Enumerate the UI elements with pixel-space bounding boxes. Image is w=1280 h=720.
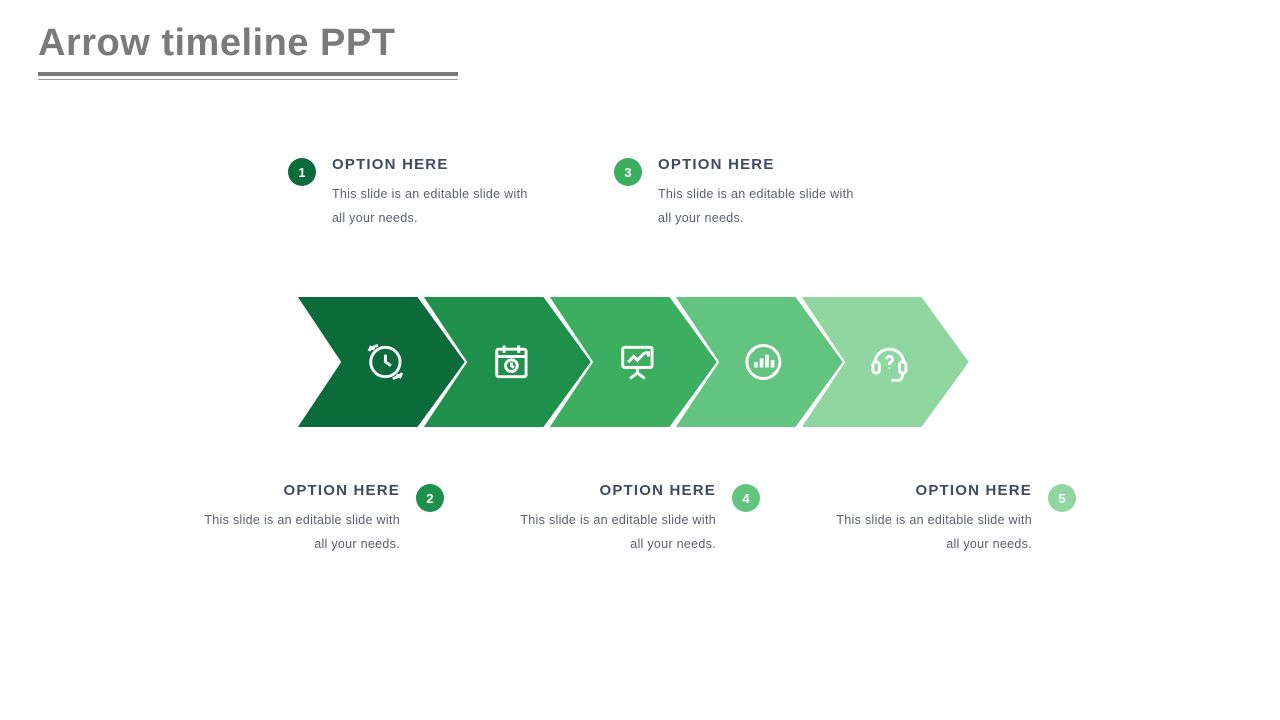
headset-question-icon <box>867 340 911 384</box>
option-badge-4: 4 <box>732 484 760 512</box>
option-badge-5: 5 <box>1048 484 1076 512</box>
presentation-chart-icon <box>615 340 659 384</box>
option-body: This slide is an editable slide with all… <box>332 183 542 231</box>
page-title: Arrow timeline PPT <box>38 22 395 65</box>
option-heading: OPTION HERE <box>822 482 1032 499</box>
option-badge-2: 2 <box>416 484 444 512</box>
clock-refresh-icon <box>363 340 407 384</box>
arrow-timeline <box>296 296 956 428</box>
title-underline <box>38 72 458 76</box>
option-heading: OPTION HERE <box>190 482 400 499</box>
option-heading: OPTION HERE <box>332 156 542 173</box>
option-badge-1: 1 <box>288 158 316 186</box>
option-body: This slide is an editable slide with all… <box>506 509 716 557</box>
calendar-clock-icon <box>489 340 533 384</box>
option-body: This slide is an editable slide with all… <box>822 509 1032 557</box>
option-body: This slide is an editable slide with all… <box>658 183 868 231</box>
title-underline-thin <box>38 79 458 80</box>
option-heading: OPTION HERE <box>658 156 868 173</box>
option-body: This slide is an editable slide with all… <box>190 509 400 557</box>
option-badge-3: 3 <box>614 158 642 186</box>
option-heading: OPTION HERE <box>506 482 716 499</box>
timeline-arrow-1 <box>296 296 466 428</box>
bar-chart-refresh-icon <box>741 340 785 384</box>
